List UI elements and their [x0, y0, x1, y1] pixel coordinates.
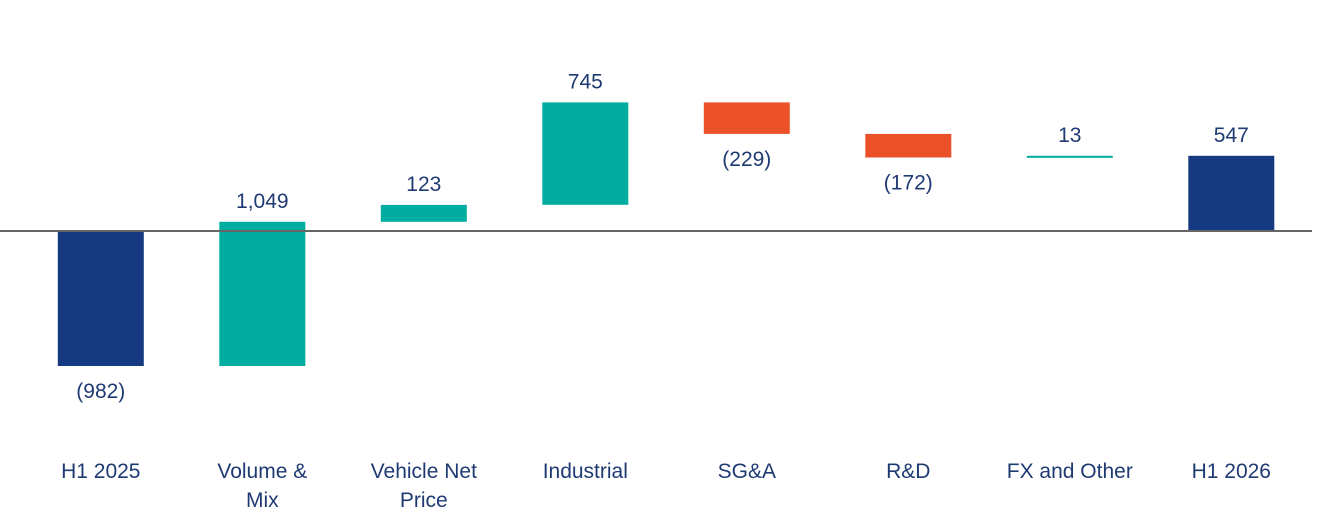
category-label-1-line-1: Mix [246, 489, 279, 512]
category-label-6-line-0: FX and Other [1007, 460, 1133, 483]
bar-4 [703, 102, 790, 134]
bar-0 [57, 231, 144, 366]
category-labels-group: H1 2025 Volume & Mix Vehicle Net Price Indust… [61, 460, 1271, 512]
bar-2 [380, 204, 467, 222]
category-label-0-line-0: H1 2025 [61, 460, 140, 483]
category-label-2-line-1: Price [400, 489, 448, 512]
category-label-2-line-0: Vehicle Net [371, 460, 477, 483]
category-label-1-line-0: Volume & [217, 460, 307, 483]
category-label-5-line-0: R&D [886, 460, 930, 483]
value-label-1: 1,049 [236, 190, 289, 213]
value-label-4: (229) [722, 148, 771, 171]
value-label-0: (982) [76, 380, 125, 403]
value-label-2: 123 [406, 173, 441, 196]
bars-group [57, 102, 1275, 366]
category-label-3-line-0: Industrial [543, 460, 628, 483]
value-labels-group: (982) 1,049 123 745 (229) (172) 13 547 [76, 70, 1249, 403]
value-label-3: 745 [568, 70, 603, 93]
bar-6 [1026, 155, 1113, 158]
value-label-5: (172) [884, 172, 933, 195]
bar-5 [865, 133, 952, 158]
bar-3 [542, 102, 629, 205]
bar-1 [219, 221, 306, 366]
bar-7 [1188, 155, 1275, 231]
value-label-7: 547 [1214, 124, 1249, 147]
value-label-6: 13 [1058, 124, 1081, 147]
category-label-7-line-0: H1 2026 [1192, 460, 1271, 483]
category-label-4-line-0: SG&A [718, 460, 776, 483]
